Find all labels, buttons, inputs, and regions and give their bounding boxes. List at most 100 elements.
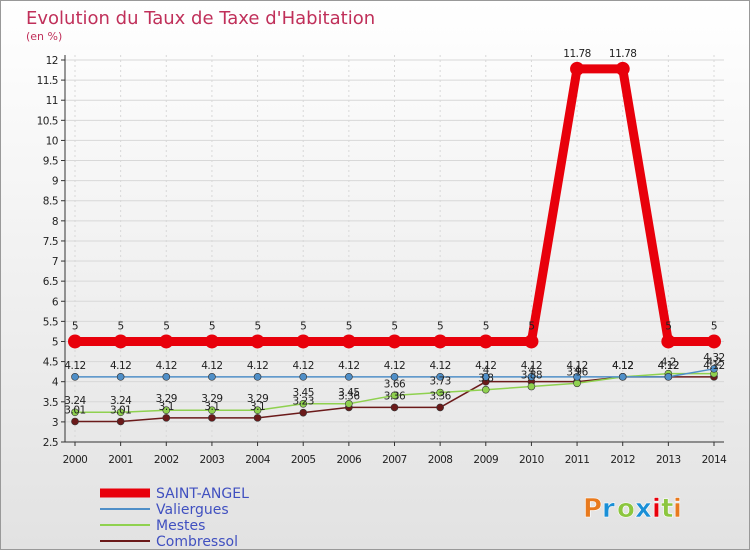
x-tick-label: 2012: [610, 454, 635, 466]
data-label-saint-angel: 5: [72, 320, 78, 332]
data-label-mestes: 3.45: [293, 387, 314, 399]
y-tick-label: 4.5: [43, 357, 58, 369]
y-tick-label: 9.5: [43, 156, 58, 168]
data-label-mestes: 3.73: [429, 376, 450, 388]
x-tick-label: 2002: [154, 454, 179, 466]
data-label-saint-angel: 5: [483, 320, 489, 332]
data-point-combressol: [162, 414, 171, 422]
data-point-mestes: [208, 406, 216, 415]
data-label-saint-angel: 5: [665, 320, 671, 332]
data-point-mestes: [481, 385, 490, 394]
y-tick-label: 4: [52, 377, 59, 389]
data-label-valiergues: 4.12: [658, 360, 679, 372]
data-point-mestes: [116, 408, 125, 417]
x-tick-labels: 2000 2001 2002 2003 2004 2005 2006 2007 2008 2009…: [63, 442, 728, 466]
legend-label-mestes: Mestes: [156, 518, 205, 534]
data-labels-layer: 5 5 5 5 5 5 5 5 5 5 511.78 11.785 54.12 4.12 4.12 4.12 4…: [64, 48, 725, 417]
data-label-valiergues: 4.12: [475, 360, 496, 372]
data-label-saint-angel: 5: [300, 320, 306, 332]
data-point-saint-angel: [478, 334, 493, 349]
data-point-valiergues: [710, 365, 718, 373]
data-label-combressol: 3.1: [159, 401, 174, 413]
x-tick-label: 2006: [336, 454, 362, 466]
data-point-valiergues: [71, 373, 79, 381]
data-label-saint-angel: 11.78: [563, 48, 591, 60]
logo-letter: i: [673, 494, 682, 524]
x-tick-label: 2008: [428, 454, 453, 466]
data-point-saint-angel: [707, 334, 721, 349]
data-label-saint-angel: 5: [711, 320, 717, 332]
data-label-combressol: 3.1: [250, 401, 265, 413]
data-point-valiergues: [618, 373, 627, 381]
data-label-valiergues: 4.12: [293, 360, 314, 372]
data-label-combressol: 4: [483, 365, 490, 377]
data-label-saint-angel: 5: [209, 320, 215, 332]
x-tick-label: 2007: [382, 454, 407, 466]
data-point-saint-angel: [113, 334, 128, 349]
data-point-saint-angel: [615, 61, 630, 76]
data-label-valiergues: 4.12: [566, 360, 587, 372]
y-tick-label: 3: [52, 417, 58, 429]
logo-letter: i: [652, 494, 661, 524]
data-point-saint-angel: [387, 334, 402, 349]
data-label-mestes: 4.2: [706, 357, 721, 369]
y-tick-label: 10: [46, 135, 58, 147]
logo-letter: x: [635, 494, 652, 524]
data-point-valiergues: [162, 373, 171, 381]
x-tick-label: 2001: [108, 454, 133, 466]
x-tick-label: 2000: [63, 454, 88, 466]
data-label-combressol: 3.36: [384, 390, 406, 402]
data-label-saint-angel: 5: [346, 320, 352, 332]
x-tick-label: 2011: [565, 454, 590, 466]
legend-label-saint-angel: SAINT-ANGEL: [156, 486, 249, 502]
data-point-valiergues: [299, 373, 308, 381]
y-tick-label: 8: [52, 216, 58, 228]
data-point-mestes: [71, 408, 79, 417]
data-label-valiergues: 4.12: [156, 360, 177, 372]
data-point-valiergues: [116, 373, 125, 381]
data-point-mestes: [573, 379, 581, 388]
y-tick-label: 2.5: [43, 437, 58, 449]
legend-label-valiergues: Valiergues: [156, 502, 229, 518]
data-label-mestes: 3.29: [156, 393, 177, 405]
data-label-combressol: 3.01: [64, 404, 85, 416]
x-tick-label: 2014: [702, 454, 728, 466]
data-label-valiergues: 4.12: [429, 360, 450, 372]
x-tick-label: 2013: [656, 454, 681, 466]
data-label-mestes: 3.29: [247, 393, 268, 405]
y-tick-label: 9: [52, 176, 58, 188]
data-point-combressol: [71, 417, 79, 426]
data-point-saint-angel: [433, 334, 448, 349]
chart-title: Evolution du Taux de Taxe d'Habitation: [26, 8, 375, 29]
gridlines: [65, 55, 724, 443]
data-label-mestes: 3.24: [110, 395, 132, 407]
data-point-valiergues: [527, 373, 536, 381]
data-point-combressol: [436, 403, 444, 412]
data-point-mestes: [299, 399, 308, 408]
data-point-saint-angel: [661, 334, 676, 349]
y-tick-label: 5: [52, 336, 58, 348]
data-label-mestes: 3.45: [338, 387, 359, 399]
x-tick-label: 2010: [519, 454, 544, 466]
data-label-mestes: 4.2: [661, 357, 676, 369]
data-label-mestes: 3.66: [384, 378, 406, 390]
x-tick-label: 2004: [245, 454, 271, 466]
x-tick-label: 2009: [473, 454, 498, 466]
data-point-saint-angel: [250, 334, 265, 349]
data-label-combressol: 3.23: [293, 396, 314, 408]
data-label-combressol: 3.1: [204, 401, 219, 413]
data-label-valiergues: 4.12: [110, 360, 131, 372]
chart-subtitle: (en %): [26, 30, 62, 43]
x-tick-label: 2003: [200, 454, 225, 466]
logo-letter: r: [602, 494, 615, 524]
x-tick-label: 2005: [291, 454, 316, 466]
y-tick-label: 7.5: [43, 236, 58, 248]
y-tick-label: 6.5: [43, 276, 58, 288]
data-label-saint-angel: 5: [391, 320, 397, 332]
data-label-mestes: 3.88: [521, 370, 542, 382]
data-label-valiergues: 4.12: [521, 360, 542, 372]
data-label-saint-angel: 5: [118, 320, 124, 332]
data-label-combressol: 4: [528, 365, 535, 377]
data-label-valiergues: 4.12: [247, 360, 268, 372]
